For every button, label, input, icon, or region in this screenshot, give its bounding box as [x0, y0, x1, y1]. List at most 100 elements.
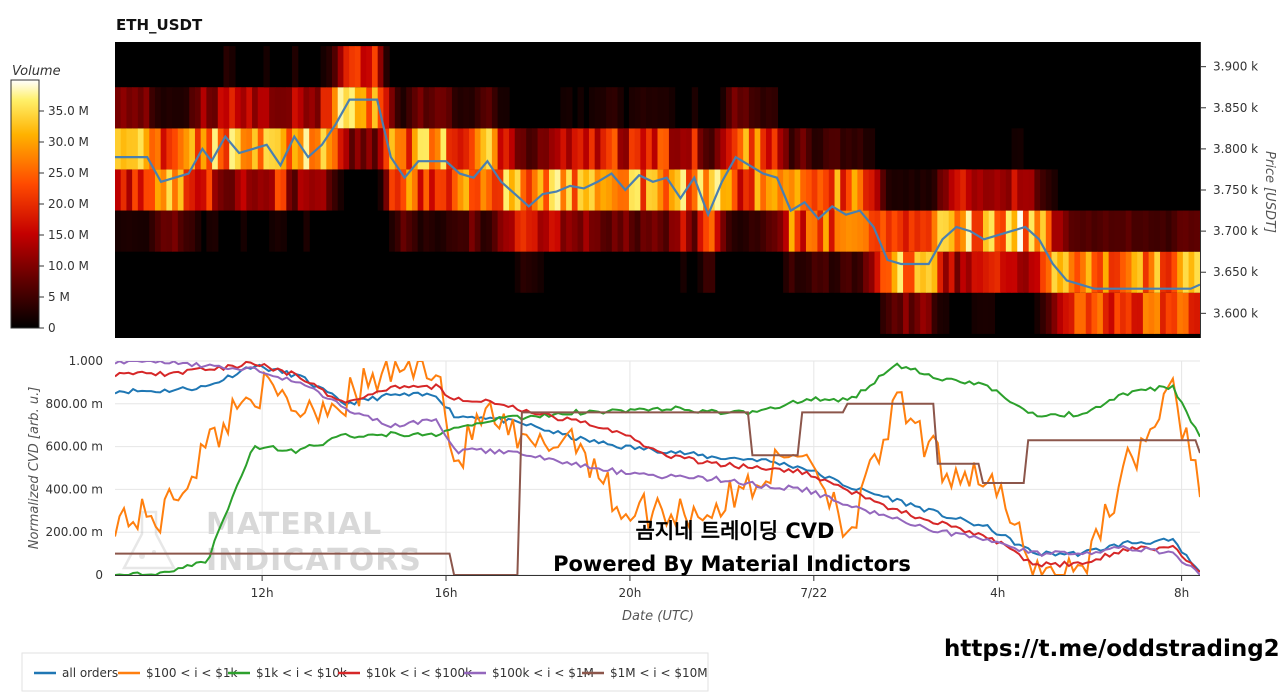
heatmap-cell — [686, 210, 693, 252]
heatmap-cell — [863, 251, 870, 293]
heatmap-cell — [1188, 210, 1195, 252]
price-tick-label: 3.700 k — [1213, 224, 1258, 238]
heatmap-cell — [160, 87, 167, 129]
legend-item-label[interactable]: $1k < i < $10k — [256, 666, 347, 680]
heatmap-cell — [737, 169, 744, 211]
heatmap-cell — [571, 169, 579, 211]
heatmap-cell — [166, 87, 173, 129]
heatmap-cell — [617, 128, 624, 170]
heatmap-cell — [389, 210, 396, 252]
colorbar-tick-label: 25.0 M — [48, 166, 89, 180]
heatmap-cell — [297, 128, 305, 170]
heatmap-cell — [1154, 292, 1161, 334]
heatmap-cell — [1034, 169, 1041, 211]
heatmap-cell — [731, 128, 739, 170]
heatmap — [115, 42, 1200, 338]
heatmap-cell — [885, 292, 893, 334]
heatmap-cell — [726, 128, 733, 170]
cvd-x-tick-label: 16h — [435, 586, 458, 600]
heatmap-cell — [137, 169, 145, 211]
heatmap-cell — [1068, 251, 1075, 293]
heatmap-cell — [657, 169, 664, 211]
heatmap-cell — [520, 251, 527, 293]
heatmap-cell — [937, 251, 944, 293]
heatmap-cell — [880, 292, 887, 334]
heatmap-cell — [480, 87, 487, 129]
heatmap-cell — [668, 210, 676, 252]
heatmap-cell — [834, 169, 841, 211]
heatmap-cell — [1017, 128, 1024, 170]
heatmap-cell — [594, 128, 601, 170]
heatmap-cell — [143, 128, 150, 170]
legend[interactable]: all orders $100 < i < $1k $1k < i < $10k $1… — [34, 666, 708, 680]
legend-item-label[interactable]: $1M < i < $10M — [610, 666, 708, 680]
legend-item-label[interactable]: $100 < i < $1k — [146, 666, 238, 680]
heatmap-cell — [1040, 251, 1047, 293]
heatmap-cell — [154, 169, 162, 211]
heatmap-cell — [1045, 251, 1053, 293]
cvd-lines — [115, 361, 1200, 575]
heatmap-cell — [371, 87, 379, 129]
heatmap-cell — [823, 251, 830, 293]
heatmap-cell — [897, 169, 904, 211]
heatmap-cell — [651, 87, 659, 129]
heatmap-cell — [771, 128, 779, 170]
heatmap-cell — [543, 128, 550, 170]
heatmap-cell — [491, 128, 499, 170]
heatmap-cell — [623, 128, 630, 170]
heatmap-cell — [817, 251, 824, 293]
heatmap-cell — [943, 292, 950, 334]
legend-item-label[interactable]: all orders — [62, 666, 118, 680]
heatmap-cell — [537, 251, 544, 293]
heatmap-cell — [206, 169, 213, 211]
heatmap-cell — [406, 87, 413, 129]
heatmap-cell — [594, 169, 601, 211]
heatmap-cell — [457, 210, 464, 252]
heatmap-cell — [960, 210, 967, 252]
heatmap-cell — [925, 169, 933, 211]
legend-item-label[interactable]: $100k < i < $1M — [492, 666, 594, 680]
heatmap-cell — [1011, 169, 1018, 211]
heatmap-cell — [720, 87, 727, 129]
telegram-link[interactable]: https://t.me/oddstrading2 — [944, 636, 1280, 662]
heatmap-cell — [811, 169, 818, 211]
legend-item-label[interactable]: $10k < i < $100k — [366, 666, 472, 680]
heatmap-cell — [897, 251, 904, 293]
heatmap-cell — [1171, 210, 1178, 252]
heatmap-cell — [805, 210, 813, 252]
heatmap-cell — [800, 169, 807, 211]
heatmap-cell — [788, 169, 796, 211]
heatmap-cell — [794, 210, 801, 252]
colorbar-ticks: 0 5 M 10.0 M 15.0 M 20.0 M 25.0 M 30.0 M 35.0 M — [39, 104, 89, 335]
colorbar-tick-label: 10.0 M — [48, 259, 89, 273]
heatmap-cell — [537, 210, 544, 252]
heatmap-cell — [115, 169, 122, 211]
heatmap-cell — [891, 251, 898, 293]
heatmap-cell — [429, 169, 436, 211]
heatmap-cell — [794, 128, 801, 170]
heatmap-cell — [263, 46, 270, 88]
heatmap-cell — [446, 87, 453, 129]
heatmap-cell — [377, 46, 384, 88]
heatmap-cell — [857, 251, 864, 293]
heatmap-cell — [394, 128, 402, 170]
heatmap-cell — [1131, 292, 1138, 334]
heatmap-cell — [954, 251, 961, 293]
heatmap-cell — [183, 87, 190, 129]
heatmap-cell — [1074, 210, 1081, 252]
heatmap-cell — [1028, 169, 1035, 211]
colorbar-tick-label: 15.0 M — [48, 228, 89, 242]
heatmap-cell — [1125, 210, 1133, 252]
heatmap-cell — [297, 87, 305, 129]
heatmap-cell — [937, 210, 944, 252]
heatmap-cell — [274, 128, 282, 170]
heatmap-cell — [389, 87, 396, 129]
heatmap-cell — [252, 87, 259, 129]
heatmap-cell — [1182, 251, 1190, 293]
heatmap-cell — [1148, 210, 1155, 252]
heatmap-cell — [549, 128, 556, 170]
heatmap-cell — [1091, 292, 1098, 334]
heatmap-cell — [811, 210, 818, 252]
heatmap-cell — [280, 169, 287, 211]
heatmap-cell — [1194, 251, 1200, 293]
